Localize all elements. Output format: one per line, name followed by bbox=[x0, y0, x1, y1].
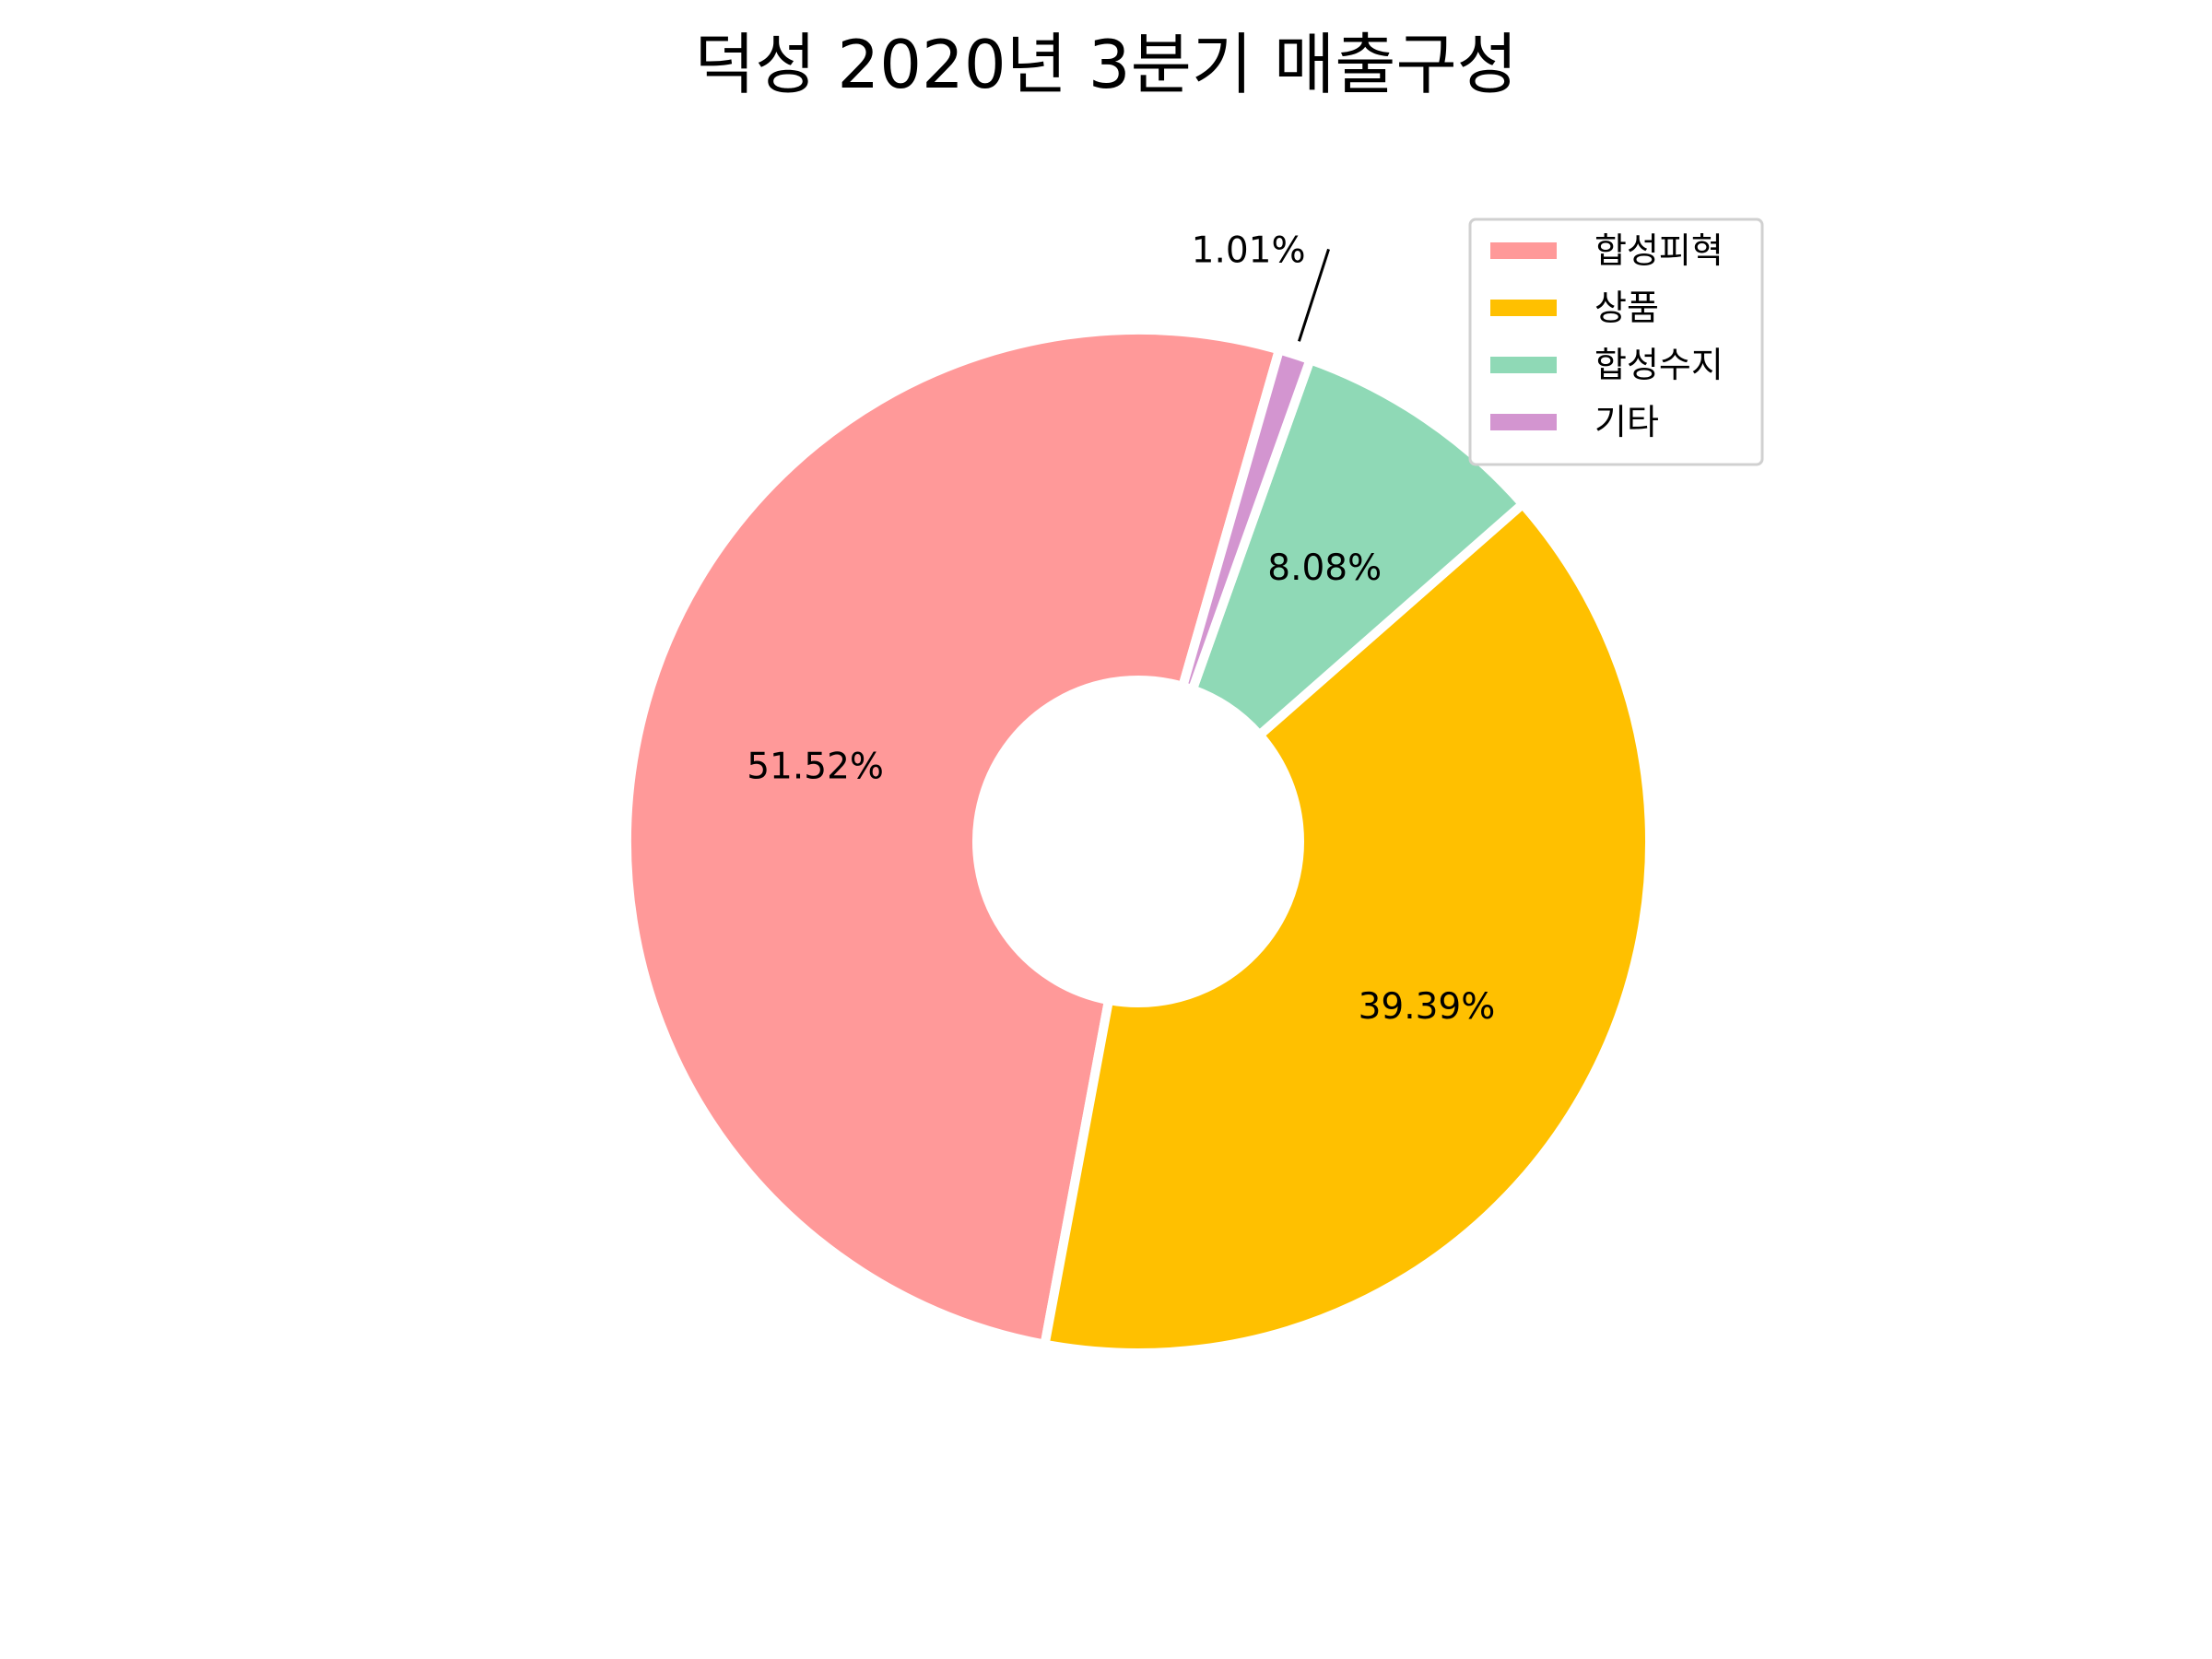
slice-label-1: 51.52% bbox=[747, 746, 884, 787]
legend-frame bbox=[1468, 218, 1764, 466]
legend-label-1: 합성피혁 bbox=[1594, 230, 1724, 271]
legend-swatch-2 bbox=[1490, 300, 1557, 316]
slice-1 bbox=[622, 325, 1286, 1350]
chart-title: 덕성 2020년 3분기 매출구성 bbox=[694, 26, 1518, 103]
legend-swatch-4 bbox=[1490, 414, 1557, 430]
slice-label-4: 1.01% bbox=[1192, 229, 1306, 271]
legend-swatch-3 bbox=[1490, 357, 1557, 373]
slice-label-3: 8.08% bbox=[1267, 547, 1382, 589]
legend-label-4: 기타 bbox=[1594, 402, 1659, 442]
slice-4 bbox=[1177, 344, 1316, 696]
leader-line-4 bbox=[1297, 248, 1330, 342]
slices-layer bbox=[622, 325, 1654, 1358]
legend-label-3: 합성수지 bbox=[1594, 345, 1724, 385]
labels-layer: 51.52% 39.39% 8.08% 1.01% bbox=[747, 229, 1495, 1028]
legend-swatch-1 bbox=[1490, 242, 1557, 259]
slice-2 bbox=[1039, 497, 1654, 1358]
legend-label-2: 상품 bbox=[1594, 288, 1659, 328]
slice-label-2: 39.39% bbox=[1359, 986, 1496, 1028]
